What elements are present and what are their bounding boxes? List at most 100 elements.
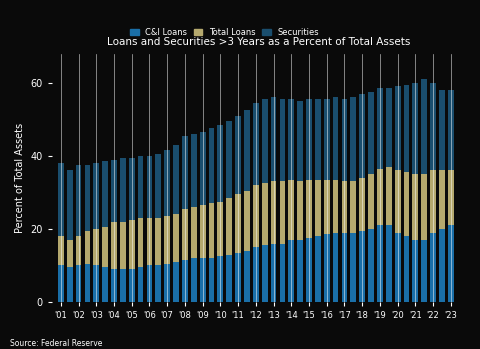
Bar: [209, 203, 215, 258]
Bar: [271, 97, 276, 181]
Bar: [227, 198, 232, 254]
Bar: [421, 79, 427, 174]
Bar: [58, 236, 64, 266]
Bar: [350, 97, 356, 181]
Bar: [200, 205, 205, 258]
Bar: [227, 121, 232, 198]
Bar: [306, 238, 312, 302]
Bar: [368, 92, 374, 174]
Bar: [297, 181, 303, 240]
Bar: [395, 232, 400, 302]
Bar: [217, 201, 223, 256]
Bar: [412, 240, 418, 302]
Bar: [111, 222, 117, 269]
Bar: [262, 99, 267, 183]
Bar: [430, 170, 436, 232]
Bar: [182, 260, 188, 302]
Bar: [377, 88, 383, 169]
Bar: [439, 90, 445, 170]
Bar: [404, 84, 409, 172]
Bar: [67, 240, 72, 267]
Bar: [360, 178, 365, 231]
Bar: [439, 229, 445, 302]
Bar: [244, 110, 250, 191]
Bar: [129, 269, 134, 302]
Bar: [306, 180, 312, 238]
Bar: [350, 181, 356, 232]
Bar: [368, 229, 374, 302]
Bar: [182, 209, 188, 260]
Bar: [146, 218, 152, 266]
Bar: [191, 207, 197, 258]
Bar: [191, 134, 197, 207]
Bar: [395, 87, 400, 170]
Bar: [279, 244, 285, 302]
Bar: [164, 150, 170, 216]
Bar: [84, 263, 90, 302]
Bar: [253, 247, 259, 302]
Bar: [227, 254, 232, 302]
Bar: [377, 225, 383, 302]
Bar: [156, 154, 161, 218]
Bar: [368, 174, 374, 229]
Bar: [182, 136, 188, 209]
Bar: [94, 163, 99, 229]
Bar: [156, 218, 161, 266]
Bar: [67, 267, 72, 302]
Bar: [244, 251, 250, 302]
Bar: [421, 240, 427, 302]
Bar: [262, 245, 267, 302]
Bar: [333, 232, 338, 302]
Bar: [58, 163, 64, 236]
Bar: [138, 267, 144, 302]
Bar: [448, 90, 454, 170]
Bar: [395, 170, 400, 232]
Bar: [297, 101, 303, 181]
Bar: [235, 116, 241, 194]
Bar: [217, 125, 223, 201]
Bar: [360, 231, 365, 302]
Bar: [404, 236, 409, 302]
Bar: [129, 220, 134, 269]
Bar: [58, 266, 64, 302]
Bar: [120, 222, 126, 269]
Bar: [209, 258, 215, 302]
Bar: [324, 99, 330, 180]
Bar: [279, 181, 285, 244]
Bar: [279, 99, 285, 181]
Bar: [288, 180, 294, 240]
Bar: [67, 170, 72, 240]
Bar: [217, 256, 223, 302]
Bar: [94, 266, 99, 302]
Bar: [173, 145, 179, 214]
Bar: [412, 174, 418, 240]
Bar: [244, 191, 250, 251]
Bar: [297, 240, 303, 302]
Bar: [333, 97, 338, 180]
Bar: [84, 231, 90, 263]
Bar: [84, 165, 90, 231]
Bar: [156, 266, 161, 302]
Bar: [138, 156, 144, 218]
Bar: [200, 132, 205, 205]
Text: Source: Federal Reserve: Source: Federal Reserve: [10, 339, 102, 348]
Bar: [430, 83, 436, 170]
Bar: [120, 269, 126, 302]
Bar: [342, 232, 348, 302]
Bar: [235, 194, 241, 253]
Bar: [412, 83, 418, 174]
Bar: [288, 99, 294, 180]
Bar: [430, 232, 436, 302]
Bar: [448, 170, 454, 225]
Bar: [342, 99, 348, 181]
Bar: [324, 180, 330, 235]
Bar: [288, 240, 294, 302]
Bar: [253, 103, 259, 185]
Bar: [76, 236, 82, 266]
Legend: C&I Loans, Total Loans, Securities: C&I Loans, Total Loans, Securities: [131, 28, 319, 37]
Bar: [111, 159, 117, 222]
Bar: [173, 214, 179, 262]
Bar: [386, 225, 392, 302]
Bar: [377, 169, 383, 225]
Bar: [111, 269, 117, 302]
